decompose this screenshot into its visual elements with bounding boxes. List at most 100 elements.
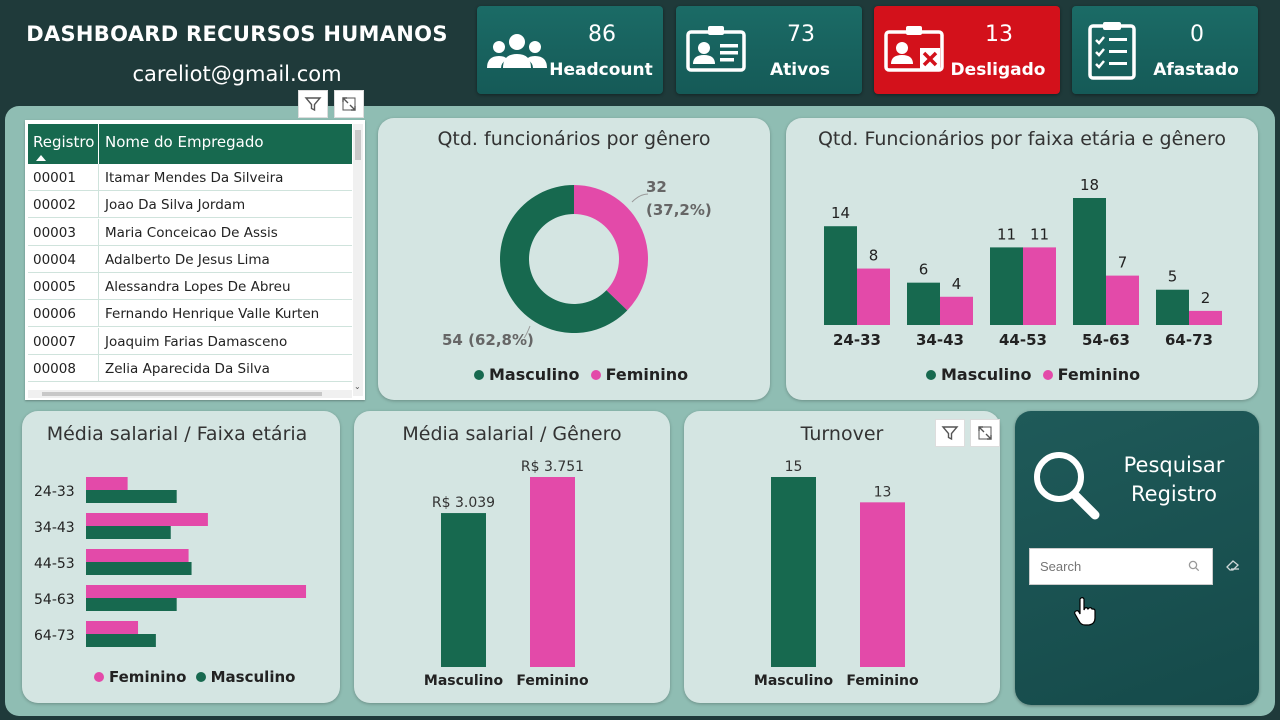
bar-feminino[interactable] — [1189, 310, 1222, 325]
donut-slice-masculino[interactable] — [500, 185, 628, 333]
bar-feminino[interactable] — [860, 502, 905, 667]
bar-masculino[interactable] — [86, 634, 156, 647]
focus-mode-button[interactable] — [970, 419, 1000, 447]
bar-feminino[interactable] — [86, 513, 208, 526]
horizontal-scrollbar[interactable] — [28, 390, 352, 398]
cell-registro: 00003 — [33, 225, 76, 241]
filter-icon — [941, 426, 959, 441]
table-row[interactable]: 00007 Joaquim Farias Damasceno — [28, 328, 352, 355]
kpi-headcount-card: 86 Headcount — [477, 6, 663, 94]
search-input[interactable] — [1030, 549, 1180, 584]
data-label: 5 — [1168, 268, 1178, 286]
data-label: 8 — [869, 247, 879, 265]
kpi-label: Headcount — [549, 60, 653, 80]
table-row[interactable]: 00002 Joao Da Silva Jordam — [28, 191, 352, 218]
column-chart[interactable]: R$ 3.039 Masculino R$ 3.751 Feminino — [354, 457, 670, 697]
column-header-registro[interactable]: Registro — [33, 133, 95, 151]
cell-registro: 00008 — [33, 361, 76, 377]
salary-age-chart-card: Média salarial / Faixa etária 24-33 34-43… — [22, 411, 340, 703]
bar-feminino[interactable] — [1106, 275, 1139, 325]
legend-label: Feminino — [605, 365, 689, 384]
dashboard-title: DASHBOARD RECURSOS HUMANOS — [26, 22, 448, 46]
table-row[interactable]: 00005 Alessandra Lopes De Abreu — [28, 273, 352, 300]
age-gender-chart-card: Qtd. Funcionários por faixa etária e gên… — [786, 118, 1258, 400]
search-box[interactable] — [1029, 548, 1213, 585]
bar-feminino[interactable] — [86, 585, 307, 598]
cell-nome: Alessandra Lopes De Abreu — [105, 279, 291, 295]
legend-label: Masculino — [941, 365, 1032, 384]
column-chart[interactable]: 15 Masculino 13 Feminino — [684, 457, 1000, 697]
donut-chart[interactable]: 32 (37,2%) 54 (62,8%) — [378, 154, 770, 394]
cell-nome: Maria Conceicao De Assis — [105, 225, 278, 241]
bar-masculino[interactable] — [86, 490, 177, 503]
bar-feminino[interactable] — [530, 477, 575, 667]
kpi-label: Ativos — [770, 60, 830, 80]
legend-dot-masculino — [926, 370, 936, 380]
id-card-icon — [686, 26, 746, 72]
bar-masculino[interactable] — [86, 526, 171, 539]
vertical-scrollbar[interactable]: ⌄ — [353, 124, 363, 396]
bar-feminino[interactable] — [940, 296, 973, 325]
legend-label: Masculino — [489, 365, 580, 384]
bar-masculino[interactable] — [86, 562, 192, 575]
gender-donut-card: Qtd. funcionários por gênero 32 (37,2%) 54… — [378, 118, 770, 400]
bar-masculino[interactable] — [990, 247, 1023, 325]
table-row[interactable]: 00008 Zelia Aparecida Da Silva — [28, 355, 352, 382]
scroll-down-icon[interactable]: ⌄ — [354, 382, 361, 391]
legend-label: Feminino — [109, 668, 187, 686]
table-header: Registro Nome do Empregado — [28, 124, 352, 164]
bar-masculino[interactable] — [771, 477, 816, 667]
bar-feminino[interactable] — [857, 268, 890, 325]
data-label: 15 — [785, 459, 803, 475]
people-group-icon — [487, 34, 547, 68]
bar-feminino[interactable] — [86, 621, 139, 634]
cell-registro: 00006 — [33, 306, 76, 322]
cell-nome: Itamar Mendes Da Silveira — [105, 170, 284, 186]
cell-registro: 00004 — [33, 252, 76, 268]
bar-masculino[interactable] — [824, 226, 857, 325]
contact-email: careliot@gmail.com — [132, 62, 342, 86]
eraser-icon[interactable] — [1225, 559, 1241, 571]
filter-button[interactable] — [935, 419, 965, 447]
bar-feminino[interactable] — [1023, 247, 1056, 325]
cell-nome: Adalberto De Jesus Lima — [105, 252, 270, 268]
filter-button[interactable] — [298, 90, 328, 118]
expand-icon — [978, 426, 992, 440]
leader-line-feminino[interactable] — [631, 193, 649, 203]
table-row[interactable]: 00006 Fernando Henrique Valle Kurten — [28, 300, 352, 327]
kpi-ativos-card: 73 Ativos — [676, 6, 862, 94]
bar-masculino[interactable] — [441, 513, 486, 667]
column-chart[interactable]: 14 8 24-33 6 4 34-43 11 11 44-53 18 7 54-63 5 2 64-73 — [786, 154, 1258, 354]
table-row[interactable]: 00004 Adalberto De Jesus Lima — [28, 246, 352, 273]
bar-masculino[interactable] — [86, 598, 177, 611]
focus-mode-button[interactable] — [334, 90, 364, 118]
chart-legend: Masculino Feminino — [926, 365, 1140, 384]
kpi-value: 13 — [985, 22, 1013, 47]
bar-masculino[interactable] — [1073, 198, 1106, 325]
x-tick-label: 24-33 — [833, 331, 881, 349]
chart-title: Média salarial / Gênero — [402, 423, 622, 445]
bar-masculino[interactable] — [907, 282, 940, 325]
leader-line-masculino[interactable] — [523, 325, 531, 339]
x-tick-label: 34-43 — [916, 331, 964, 349]
legend-dot-masculino — [474, 370, 484, 380]
bar-masculino[interactable] — [1156, 289, 1189, 325]
x-tick-label: 64-73 — [1165, 331, 1213, 349]
column-header-nome[interactable]: Nome do Empregado — [105, 133, 264, 151]
x-tick-label: Masculino — [754, 673, 834, 689]
cell-registro: 00001 — [33, 170, 76, 186]
table-row[interactable]: 00003 Maria Conceicao De Assis — [28, 219, 352, 246]
bar-feminino[interactable] — [86, 477, 128, 490]
donut-slice-feminino[interactable] — [574, 185, 648, 311]
employee-table[interactable]: Registro Nome do Empregado 00001 Itamar … — [25, 120, 365, 400]
scroll-thumb[interactable] — [355, 130, 361, 160]
scroll-thumb[interactable] — [42, 392, 322, 396]
x-tick-label: Feminino — [516, 673, 589, 689]
bar-feminino[interactable] — [86, 549, 189, 562]
data-label: 7 — [1118, 254, 1128, 272]
horizontal-bar-chart[interactable]: 24-33 34-43 44-53 54-63 64-73 — [22, 471, 340, 671]
table-row[interactable]: 00001 Itamar Mendes Da Silveira — [28, 164, 352, 191]
legend-dot-masculino — [195, 672, 206, 682]
kpi-afastado-card: 0 Afastado — [1072, 6, 1258, 94]
search-registro-card: Pesquisar Registro — [1015, 411, 1259, 705]
